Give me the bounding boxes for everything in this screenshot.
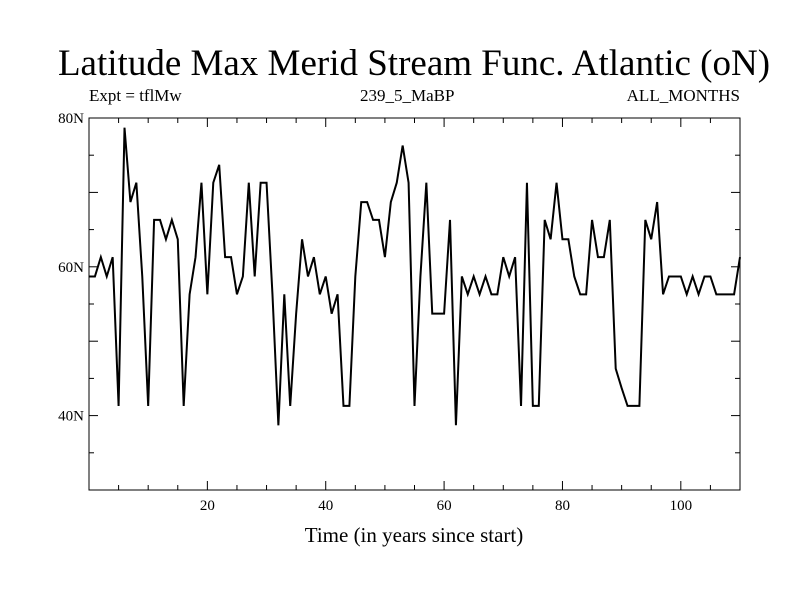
x-axis-label: Time (in years since start) bbox=[305, 523, 524, 547]
months-label: ALL_MONTHS bbox=[626, 86, 740, 105]
axis-ticks bbox=[89, 118, 740, 490]
y-tick-label: 60N bbox=[58, 260, 84, 276]
plot-frame bbox=[88, 117, 741, 491]
x-tick-label: 40 bbox=[318, 498, 333, 514]
x-tick-label: 80 bbox=[555, 498, 570, 514]
x-tick-label: 100 bbox=[670, 498, 693, 514]
y-tick-label: 80N bbox=[58, 111, 84, 127]
run-label: 239_5_MaBP bbox=[360, 86, 455, 105]
x-tick-label: 20 bbox=[200, 498, 215, 514]
y-tick-label: 40N bbox=[58, 409, 84, 425]
experiment-label: Expt = tflMw bbox=[89, 86, 182, 105]
series-line bbox=[89, 127, 741, 426]
x-tick-label: 60 bbox=[437, 498, 452, 514]
chart-title: Latitude Max Merid Stream Func. Atlantic… bbox=[57, 43, 771, 84]
tick-labels: 20 40 60 80 100 40N 60N 80N bbox=[58, 111, 692, 514]
